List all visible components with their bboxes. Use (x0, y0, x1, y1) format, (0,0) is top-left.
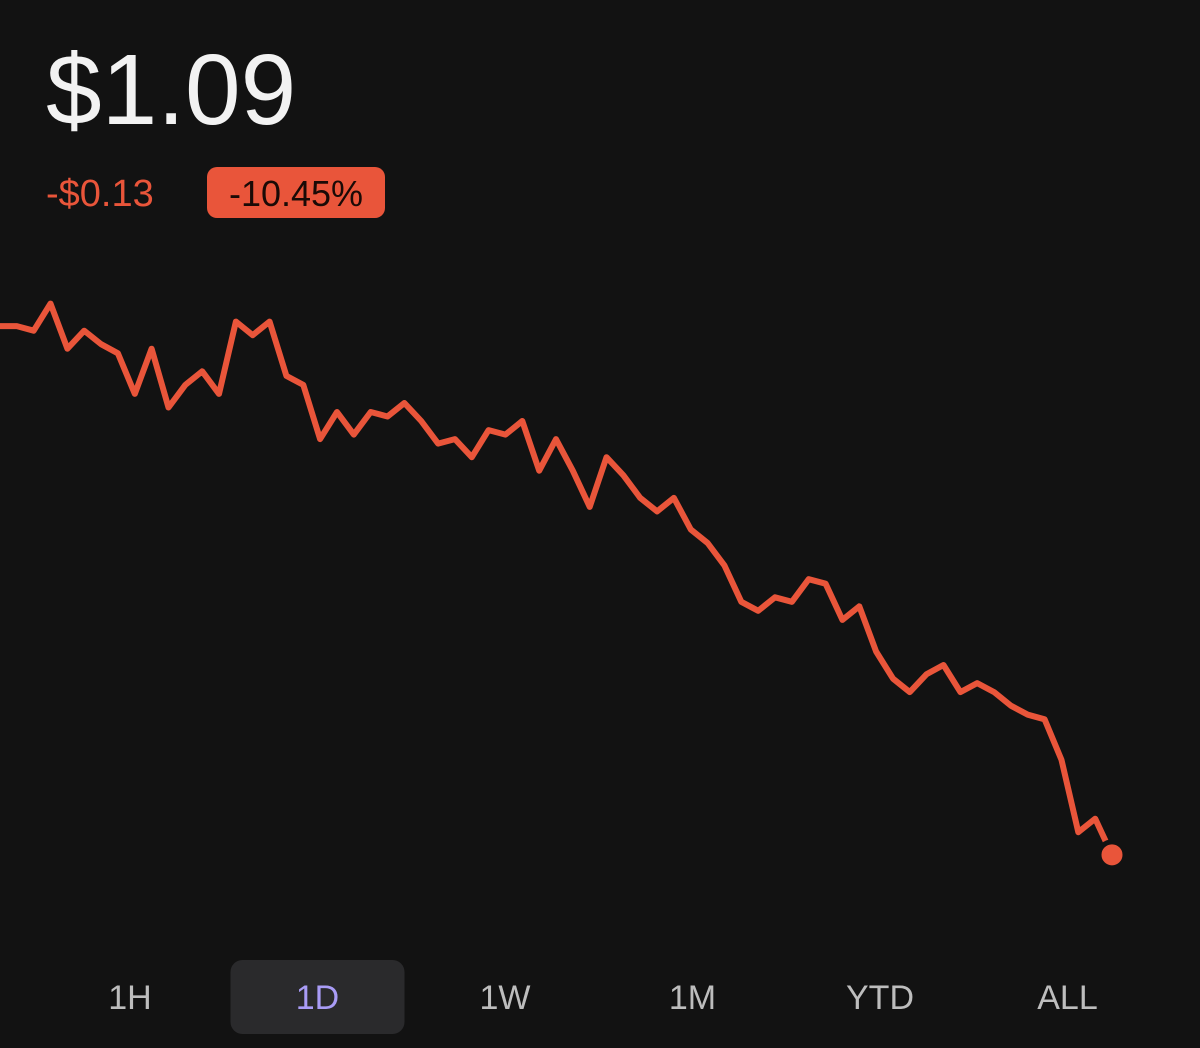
range-tab[interactable]: 1D (296, 979, 339, 1017)
price-change: -$0.13 (46, 173, 154, 215)
range-tab[interactable]: 1M (669, 979, 716, 1017)
range-tabs: 1H 1D 1W 1M YTD ALL (108, 960, 1098, 1034)
current-point (1096, 839, 1128, 871)
range-tab[interactable]: YTD (846, 979, 914, 1017)
change-percent: -10.45% (229, 173, 363, 214)
range-tab[interactable]: 1H (108, 979, 151, 1017)
active-tab-background (230, 960, 405, 1034)
change-badge (207, 167, 385, 218)
price-line (0, 300, 1115, 858)
range-tab[interactable]: ALL (1037, 979, 1098, 1017)
chart (0, 300, 1128, 871)
price: $1.09 (46, 34, 296, 146)
range-tab[interactable]: 1W (480, 979, 531, 1017)
